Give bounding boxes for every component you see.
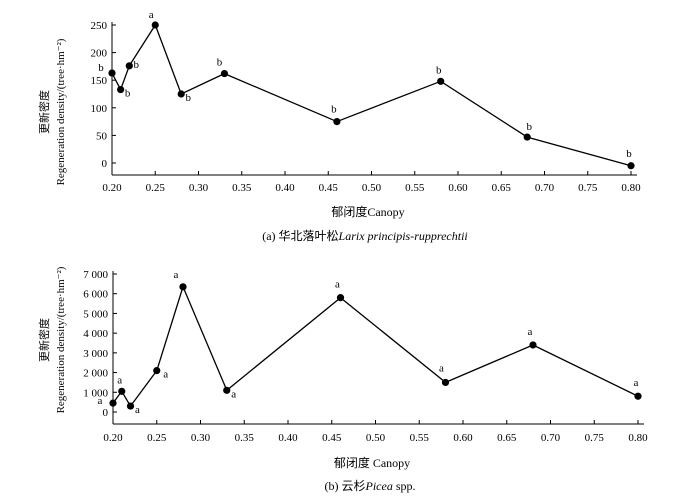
data-point xyxy=(151,21,159,29)
x-tick-label: 0.20 xyxy=(103,432,123,444)
data-label: a xyxy=(163,369,168,381)
caption-species: Larix principis-rupprechtii xyxy=(338,229,468,243)
x-tick-label: 0.30 xyxy=(191,432,211,444)
x-tick-label: 0.55 xyxy=(405,182,425,194)
x-tick-label: 0.35 xyxy=(235,432,255,444)
data-point xyxy=(523,133,531,141)
x-tick-label: 0.40 xyxy=(275,182,295,194)
data-point xyxy=(118,387,126,395)
y-tick-label: 0 xyxy=(103,407,109,419)
x-tick-label: 0.45 xyxy=(319,182,339,194)
x-tick-label: 0.45 xyxy=(322,432,342,444)
x-tick-label: 0.80 xyxy=(621,182,641,194)
data-label: b xyxy=(185,92,191,104)
data-label: b xyxy=(626,148,632,160)
data-point xyxy=(437,77,445,85)
y-tick-label: 50 xyxy=(96,130,108,142)
data-point xyxy=(108,69,116,77)
y-tick-label: 0 xyxy=(102,158,108,170)
y-tick-label: 4 000 xyxy=(83,328,108,340)
data-point xyxy=(125,62,133,70)
x-axis-label: 郁闭度Canopy xyxy=(331,204,404,219)
data-label: b xyxy=(98,62,104,74)
y-tick-label: 5 000 xyxy=(83,308,108,320)
y-tick-label: 150 xyxy=(91,75,108,87)
y-tick-label: 3 000 xyxy=(83,348,108,360)
y-tick-label: 1 000 xyxy=(83,387,108,399)
x-tick-label: 0.50 xyxy=(362,182,382,194)
y-tick-label: 7 000 xyxy=(83,269,108,281)
data-label: a xyxy=(174,269,179,281)
x-tick-label: 0.65 xyxy=(492,182,512,194)
data-label: a xyxy=(98,395,103,407)
x-tick-label: 0.35 xyxy=(232,182,252,194)
data-point xyxy=(109,399,117,407)
y-axis-label-cn: 更新密度 xyxy=(37,90,51,134)
x-tick-label: 0.80 xyxy=(628,432,648,444)
x-tick-label: 0.75 xyxy=(578,182,598,194)
y-axis-label-en: Regeneration density/(tree·hm⁻²) xyxy=(55,38,67,185)
x-tick-label: 0.25 xyxy=(147,432,167,444)
data-label: b xyxy=(134,59,140,71)
data-label: b xyxy=(217,57,223,69)
data-label: a xyxy=(439,362,444,374)
x-tick-label: 0.30 xyxy=(189,182,209,194)
x-tick-label: 0.20 xyxy=(102,182,122,194)
x-axis-label: 郁闭度 Canopy xyxy=(334,455,410,470)
caption-species: Picea xyxy=(365,479,393,493)
y-tick-label: 100 xyxy=(91,103,108,115)
y-tick-label: 200 xyxy=(91,48,108,60)
data-label: b xyxy=(331,104,337,116)
x-tick-label: 0.60 xyxy=(453,432,473,444)
series-line xyxy=(111,23,632,167)
data-point xyxy=(117,85,125,94)
x-tick-label: 0.25 xyxy=(146,182,166,194)
chart-caption: (a) 华北落叶松Larix principis-rupprechtii xyxy=(262,229,468,243)
chart-panel-a: 更新密度 Regeneration density/(tree·hm⁻²) 郁闭… xyxy=(37,9,641,243)
data-point xyxy=(336,294,345,302)
data-label: b xyxy=(125,88,131,100)
data-point xyxy=(627,162,635,170)
data-label: a xyxy=(149,9,154,21)
x-tick-label: 0.40 xyxy=(278,432,298,444)
x-tick-label: 0.65 xyxy=(497,432,517,444)
data-point xyxy=(223,386,231,394)
data-point xyxy=(177,90,185,98)
x-tick-label: 0.50 xyxy=(366,432,386,444)
x-tick-label: 0.60 xyxy=(448,182,468,194)
chart-caption: (b) 云杉Picea spp. xyxy=(325,479,416,493)
x-tick-label: 0.70 xyxy=(541,432,561,444)
data-label: b xyxy=(436,64,442,76)
data-point xyxy=(126,402,135,410)
caption-suffix: spp. xyxy=(393,479,416,493)
caption-prefix: (a) 华北落叶松 xyxy=(262,229,338,243)
series-line xyxy=(112,284,639,408)
y-axis-label-en: Regeneration density/(tree·hm⁻²) xyxy=(55,266,67,413)
data-label: a xyxy=(117,374,122,386)
data-point xyxy=(220,69,229,78)
data-point xyxy=(441,378,450,387)
data-label: a xyxy=(135,404,140,416)
data-point xyxy=(179,283,187,291)
y-tick-label: 2 000 xyxy=(83,368,108,380)
data-label: a xyxy=(528,326,533,338)
data-label: b xyxy=(526,121,532,133)
data-point xyxy=(634,392,642,400)
data-label: a xyxy=(231,388,236,400)
data-point xyxy=(333,118,341,126)
y-tick-label: 250 xyxy=(91,20,108,32)
chart-panel-b: 更新密度 Regeneration density/(tree·hm⁻²) 郁闭… xyxy=(37,266,648,493)
x-tick-label: 0.75 xyxy=(585,432,605,444)
data-point xyxy=(153,367,161,375)
x-tick-label: 0.70 xyxy=(535,182,555,194)
caption-prefix: (b) 云杉 xyxy=(325,479,366,493)
data-point xyxy=(529,341,537,349)
y-tick-label: 6 000 xyxy=(83,289,108,301)
y-axis-label-cn: 更新密度 xyxy=(37,318,51,362)
data-label: a xyxy=(634,377,639,389)
data-label: a xyxy=(335,279,340,291)
x-tick-label: 0.55 xyxy=(410,432,430,444)
